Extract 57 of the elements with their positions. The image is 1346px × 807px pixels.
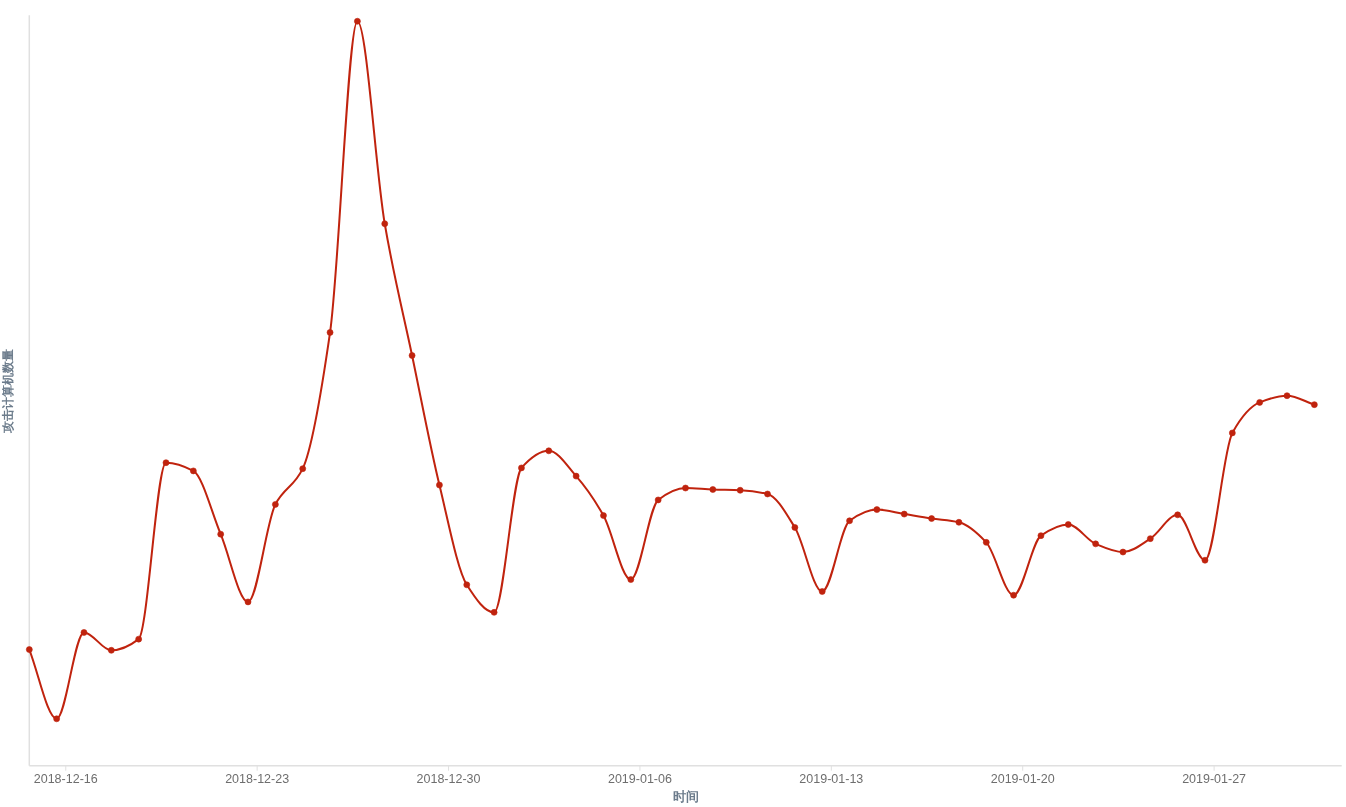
point — [764, 490, 771, 498]
point — [436, 481, 443, 489]
point — [354, 17, 361, 25]
point — [1229, 429, 1236, 437]
x-tick-label: 2018-12-30 — [416, 771, 481, 786]
point — [1010, 591, 1017, 599]
point — [1311, 401, 1318, 408]
point — [53, 715, 60, 723]
point — [217, 530, 224, 538]
point — [1201, 556, 1209, 564]
x-tick-label: 2019-01-06 — [607, 771, 672, 786]
x-tick-label: 2018-12-16 — [33, 771, 98, 786]
point — [627, 576, 635, 583]
point — [846, 517, 853, 525]
point — [272, 501, 279, 508]
point — [1064, 521, 1072, 528]
point — [900, 510, 908, 518]
point — [928, 515, 935, 522]
x-axis-title: 时间 — [672, 790, 699, 804]
point — [736, 486, 744, 494]
point — [873, 506, 881, 513]
point — [682, 484, 689, 492]
point — [518, 464, 525, 472]
point — [408, 352, 416, 359]
point — [190, 467, 197, 475]
point — [80, 629, 88, 636]
x-tick-label: 2019-01-20 — [990, 771, 1055, 786]
point — [791, 524, 799, 531]
point — [1037, 532, 1045, 539]
x-tick-label: 2018-12-23 — [225, 771, 290, 786]
point — [572, 472, 580, 480]
point — [1147, 535, 1154, 542]
point — [818, 588, 826, 595]
point — [299, 465, 307, 472]
point — [1092, 540, 1099, 548]
point — [326, 329, 334, 336]
x-tick-label: 2019-01-27 — [1182, 771, 1247, 786]
point — [463, 581, 471, 589]
point — [108, 647, 115, 654]
point — [1256, 399, 1263, 406]
point — [162, 459, 170, 467]
point — [135, 635, 142, 643]
point — [654, 496, 662, 504]
y-axis-title: 攻击计算机数量 — [1, 348, 15, 434]
x-tick-label: 2019-01-13 — [799, 771, 864, 786]
point — [709, 486, 717, 493]
point — [1174, 511, 1181, 519]
point — [26, 646, 33, 653]
point — [1119, 548, 1127, 556]
point — [1283, 392, 1291, 400]
point — [244, 598, 252, 606]
point — [545, 447, 553, 455]
point — [600, 512, 607, 519]
point — [490, 609, 498, 616]
point — [982, 539, 990, 546]
point — [955, 518, 963, 526]
point — [381, 220, 389, 228]
